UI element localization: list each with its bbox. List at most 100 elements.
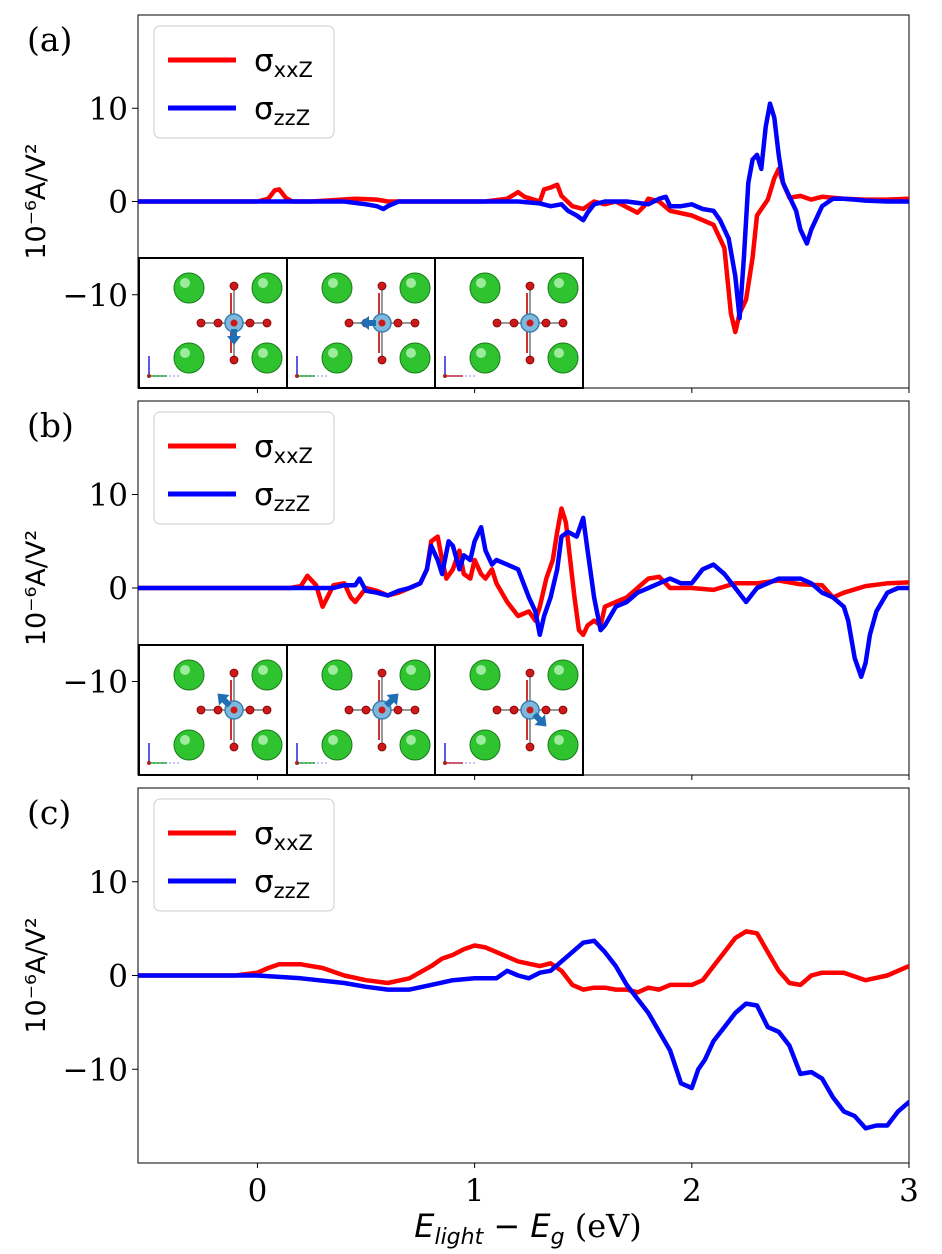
axis-origin: [147, 761, 151, 765]
legend-label: σzzZ: [254, 91, 310, 130]
green-atom: [173, 729, 205, 761]
y-tick-label: 10: [89, 91, 128, 127]
oxygen-atom: [213, 318, 223, 328]
green-atom: [399, 272, 431, 304]
green-atom: [469, 272, 501, 304]
green-atom: [251, 659, 283, 691]
oxygen-atom: [229, 355, 239, 365]
oxygen-atom: [393, 705, 403, 715]
green-atom: [173, 272, 205, 304]
x-tick-label: 0: [248, 1173, 268, 1209]
green-atom: [321, 659, 353, 691]
oxygen-atom: [377, 281, 387, 291]
green-atom: [547, 729, 579, 761]
arrow-head: [217, 693, 230, 706]
series-line-blue: [138, 938, 909, 1131]
oxygen-atom: [377, 742, 387, 752]
structure-inset: [286, 644, 436, 776]
oxygen-atom: [213, 705, 223, 715]
structure-inset: [286, 257, 436, 389]
y-tick-label: 0: [108, 959, 128, 995]
green-atom: [173, 342, 205, 374]
oxygen-atom: [229, 281, 239, 291]
arrow-head: [534, 714, 547, 727]
legend-label: σzzZ: [254, 864, 310, 903]
axis-origin: [443, 761, 447, 765]
oxygen-atom: [245, 318, 255, 328]
panel-3: 10 0 −10 0 1 2 3 10⁻⁶A/V² (c) σxxZ σzzZ: [21, 787, 919, 1209]
green-atom: [469, 729, 501, 761]
panel-label: (c): [27, 793, 71, 832]
green-atom: [321, 342, 353, 374]
green-atom: [547, 342, 579, 374]
green-atom: [251, 272, 283, 304]
y-tick-label: −10: [63, 278, 128, 314]
green-atom: [399, 659, 431, 691]
oxygen-atom: [525, 668, 535, 678]
oxygen-atom: [377, 355, 387, 365]
structure-inset: [138, 644, 288, 776]
oxygen-atom: [262, 318, 272, 328]
panel-label: (b): [27, 406, 74, 445]
green-atom: [173, 659, 205, 691]
oxygen-atom: [262, 705, 272, 715]
oxygen-atom: [229, 742, 239, 752]
axis-origin: [295, 374, 299, 378]
y-axis-label: 10⁻⁶A/V²: [21, 530, 52, 646]
green-atom: [469, 659, 501, 691]
green-atom: [321, 272, 353, 304]
axis-origin: [147, 374, 151, 378]
oxygen-atom: [361, 705, 371, 715]
legend-label: σxxZ: [254, 429, 313, 468]
structure-inset: [434, 644, 584, 776]
panel-1: 10 0 −10 10⁻⁶A/V² (a) σxxZ σzzZ: [21, 14, 910, 393]
series-line-blue: [138, 515, 909, 680]
legend-label: σxxZ: [254, 816, 313, 855]
y-tick-label: −10: [63, 665, 128, 701]
arrow-head: [360, 316, 369, 330]
y-tick-label: −10: [63, 1052, 128, 1088]
axis-origin: [443, 374, 447, 378]
oxygen-atom: [541, 318, 551, 328]
green-atom: [547, 659, 579, 691]
arrow-head: [386, 693, 399, 706]
green-atom: [399, 342, 431, 374]
green-atom: [547, 272, 579, 304]
oxygen-atom: [541, 705, 551, 715]
axis-origin: [295, 761, 299, 765]
arrow-head: [227, 336, 241, 345]
x-axis-label: Elight − Eg (eV): [414, 1207, 642, 1250]
legend-label: σzzZ: [254, 477, 310, 516]
green-atom: [251, 729, 283, 761]
y-tick-label: 0: [108, 571, 128, 607]
oxygen-atom: [558, 318, 568, 328]
oxygen-atom: [525, 355, 535, 365]
x-tick-label: 3: [899, 1173, 919, 1209]
oxygen-atom: [393, 318, 403, 328]
panel-2: 10 0 −10 10⁻⁶A/V² (b) σxxZ σzzZ: [21, 400, 910, 780]
oxygen-atom: [492, 705, 502, 715]
panel-label: (a): [27, 20, 72, 59]
y-axis-label: 10⁻⁶A/V²: [21, 917, 52, 1033]
green-atom: [469, 342, 501, 374]
series-line-blue: [138, 101, 909, 321]
y-axis-label: 10⁻⁶A/V²: [21, 143, 52, 259]
series-line-red: [138, 506, 909, 638]
oxygen-atom: [344, 705, 354, 715]
green-atom: [399, 729, 431, 761]
green-atom: [321, 729, 353, 761]
series-line-red: [138, 929, 909, 995]
x-tick-label: 2: [682, 1173, 702, 1209]
structure-inset: [434, 257, 584, 389]
oxygen-atom: [229, 668, 239, 678]
legend-label: σxxZ: [254, 43, 313, 82]
oxygen-atom: [377, 668, 387, 678]
oxygen-atom: [558, 705, 568, 715]
oxygen-atom: [525, 281, 535, 291]
oxygen-atom: [509, 318, 519, 328]
y-tick-label: 10: [89, 478, 128, 514]
oxygen-atom: [492, 318, 502, 328]
oxygen-atom: [410, 318, 420, 328]
oxygen-atom: [196, 705, 206, 715]
